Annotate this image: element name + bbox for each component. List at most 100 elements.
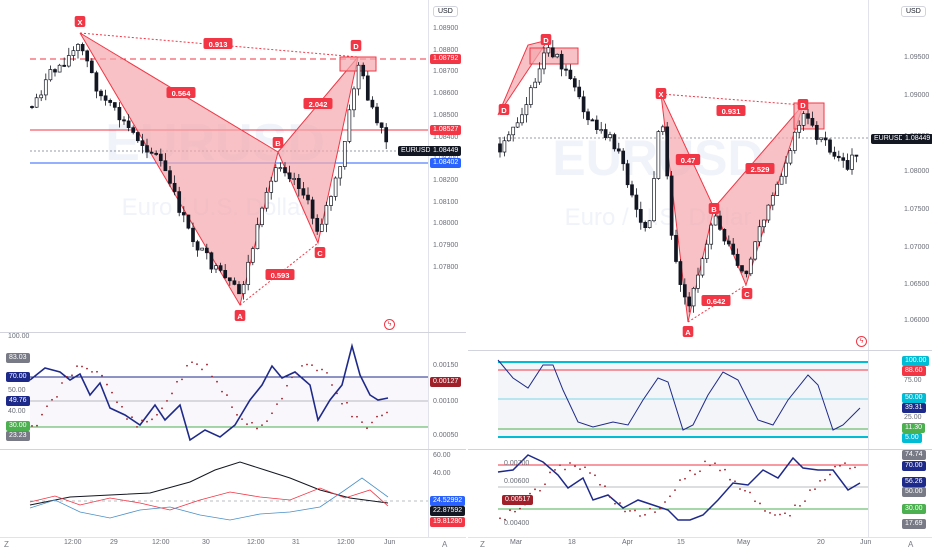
- right-candle: [638, 209, 643, 223]
- right-osc2-dot: [649, 507, 651, 510]
- right-currency-badge[interactable]: USD: [901, 6, 926, 17]
- left-sar-dot: [371, 421, 373, 424]
- right-osc2-dot: [564, 468, 566, 471]
- left-sar-dot: [116, 401, 118, 404]
- right-time-label: 18: [568, 539, 576, 546]
- right-point-c-label-text: C: [744, 290, 750, 299]
- left-macd-tick: 0.00100: [433, 398, 459, 405]
- right-lightning-icon[interactable]: ϟ: [856, 336, 867, 347]
- left-currency-badge[interactable]: USD: [433, 6, 458, 17]
- right-candle: [810, 117, 815, 126]
- left-ratio-bcd: [303, 98, 333, 109]
- left-sar-dot: [181, 378, 183, 381]
- left-sar-dot: [101, 374, 103, 377]
- left-candle: [126, 120, 131, 128]
- right-osc2-high-tag: 74.74: [902, 450, 926, 460]
- left-point-b-label-text: B: [275, 139, 281, 148]
- right-chart-panel[interactable]: EURUSD Euro / U.S. Dollar D D X A B C D 0.931 0.47…: [468, 0, 932, 550]
- right-osc2-dot: [634, 509, 636, 512]
- left-point-x-label-text: X: [77, 18, 82, 27]
- right-candle: [634, 194, 639, 210]
- left-sar-dot: [176, 380, 178, 383]
- right-candle: [841, 157, 846, 161]
- right-pane-separator-1[interactable]: [468, 350, 932, 351]
- right-osc2-dot: [554, 469, 556, 471]
- left-candle: [103, 95, 108, 101]
- left-time-label: 31: [292, 539, 300, 546]
- right-candle: [744, 270, 749, 275]
- left-candle: [315, 217, 320, 232]
- left-sar-dot: [226, 394, 228, 396]
- left-sar-dot: [266, 420, 268, 423]
- left-candle: [122, 119, 126, 122]
- left-price-tick: 1.08500: [433, 111, 459, 119]
- right-pane-separator-2[interactable]: [468, 449, 932, 450]
- left-sar-dot: [336, 392, 338, 395]
- right-candle: [594, 119, 599, 130]
- left-time-label: 30: [202, 539, 210, 546]
- right-osc2-dot: [704, 460, 706, 463]
- left-sar-dot: [261, 424, 263, 426]
- right-osc2-dot: [589, 472, 591, 474]
- right-candle: [682, 284, 687, 298]
- left-price-tick: 1.08700: [433, 68, 459, 76]
- left-candle: [168, 170, 172, 184]
- left-candle: [352, 88, 356, 111]
- left-lightning-icon[interactable]: ϟ: [384, 319, 395, 330]
- right-osc1-mid-tag: 50.00: [902, 393, 926, 403]
- left-candle: [269, 180, 274, 193]
- right-osc2-dot: [824, 478, 826, 481]
- right-candle: [643, 222, 648, 228]
- left-ratio-abc-text: 0.593: [271, 271, 290, 280]
- right-old-b-label-text: D: [501, 106, 507, 115]
- right-candle: [621, 150, 626, 165]
- right-candle: [740, 265, 744, 272]
- right-auto-scale-button[interactable]: A: [908, 540, 914, 549]
- right-candle: [612, 134, 617, 150]
- right-candle: [806, 113, 810, 119]
- left-sar-dot: [291, 376, 293, 379]
- right-time-label: 15: [677, 539, 685, 546]
- right-price-tick: 1.06000: [904, 317, 930, 324]
- right-time-axis[interactable]: Z A: [468, 537, 932, 550]
- left-candle: [227, 277, 232, 282]
- left-sar-dot: [71, 374, 73, 377]
- left-sar-dot: [126, 418, 128, 420]
- left-auto-scale-button[interactable]: A: [442, 540, 448, 549]
- left-sar-dot: [146, 420, 148, 423]
- right-osc2-dot: [529, 492, 531, 495]
- left-candle: [158, 153, 163, 162]
- right-ratio-xab: [675, 154, 701, 165]
- left-price-tick: 1.08900: [433, 25, 459, 32]
- left-ratio-xab-text: 0.564: [172, 89, 192, 98]
- right-candle: [586, 111, 590, 121]
- left-sar-dot: [241, 418, 243, 421]
- right-osc2-dot: [549, 471, 551, 474]
- right-osc2-left-tick: 0.00600: [504, 478, 530, 485]
- left-price-axis[interactable]: USD: [428, 0, 466, 550]
- right-point-d-label: [797, 99, 809, 110]
- left-macd-tick: 0.00150: [433, 362, 459, 369]
- left-point-x-label: [74, 16, 86, 27]
- left-sar-dot: [321, 368, 323, 371]
- right-osc2-dot: [839, 464, 841, 467]
- left-macd-value-tag: 0.00127: [430, 377, 462, 387]
- left-candle: [57, 64, 62, 73]
- right-osc1-lower-tag: 11.30: [902, 423, 925, 433]
- right-osc2-dot: [779, 513, 781, 516]
- left-pane-separator-1[interactable]: [0, 332, 466, 333]
- left-time-axis[interactable]: Z A: [0, 537, 466, 550]
- left-pane-separator-2[interactable]: [0, 449, 466, 450]
- right-zoom-z-button[interactable]: Z: [480, 540, 485, 549]
- right-candle: [792, 131, 797, 151]
- right-osc2-dot: [584, 466, 586, 469]
- left-candles: [30, 42, 389, 300]
- left-candle: [296, 178, 301, 189]
- right-osc2-dot: [829, 473, 831, 476]
- left-candle: [43, 79, 48, 96]
- left-zoom-z-button[interactable]: Z: [4, 540, 9, 549]
- left-candle: [250, 248, 255, 263]
